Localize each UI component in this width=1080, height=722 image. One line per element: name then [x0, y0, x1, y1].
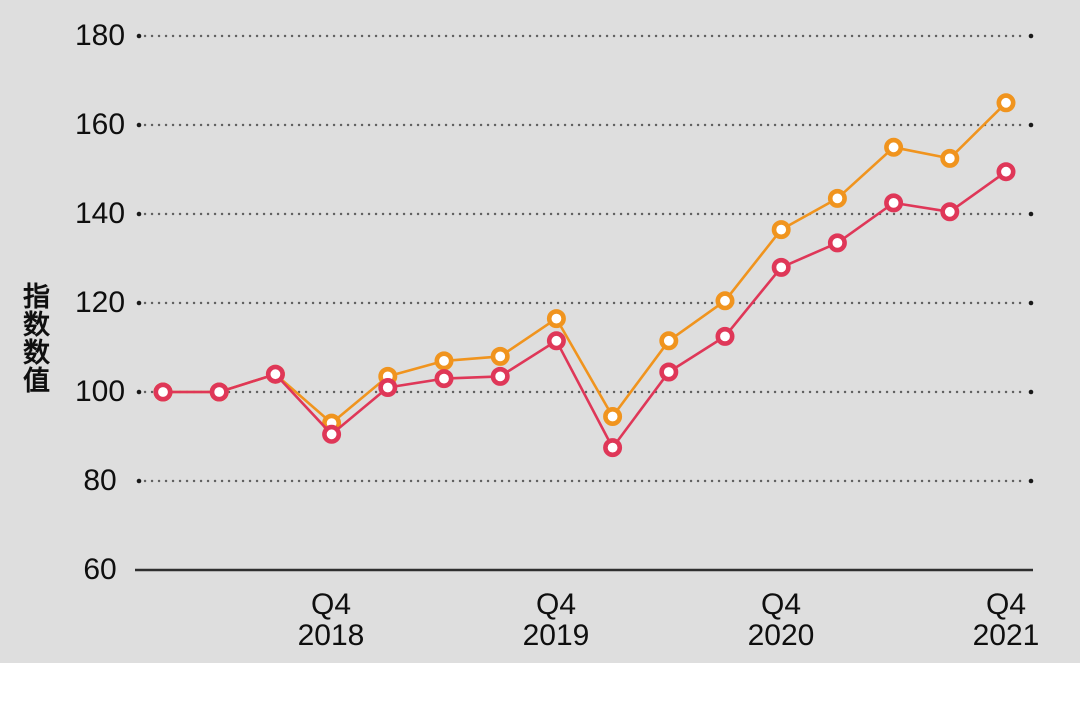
chart-legend: MSCI国家指数（代表一般性公司业绩） MSCI ESG指数 [0, 663, 1080, 722]
x-tick-year: 2018 [297, 619, 365, 652]
y-tick-120: 120 [74, 286, 126, 319]
y-tick-160: 160 [74, 108, 126, 141]
y-axis-title: 指数数值 [19, 282, 49, 394]
x-tick-quarter: Q4 [310, 588, 352, 621]
y-tick-80: 80 [83, 464, 117, 497]
x-tick-q4-2019: Q4 2019 [523, 589, 590, 651]
y-tick-180: 180 [74, 19, 126, 52]
x-tick-year: 2020 [747, 619, 815, 652]
x-tick-quarter: Q4 [760, 588, 802, 621]
x-tick-quarter: Q4 [985, 588, 1027, 621]
y-tick-140: 140 [74, 197, 126, 230]
y-tick-60: 60 [83, 553, 117, 586]
y-tick-100: 100 [74, 375, 126, 408]
x-tick-year: 2019 [522, 619, 590, 652]
x-tick-quarter: Q4 [535, 588, 577, 621]
chart-background-panel [0, 0, 1080, 663]
x-tick-q4-2020: Q4 2020 [748, 589, 815, 651]
x-tick-q4-2018: Q4 2018 [298, 589, 365, 651]
x-tick-q4-2021: Q4 2021 [973, 589, 1040, 651]
x-tick-year: 2021 [972, 619, 1040, 652]
